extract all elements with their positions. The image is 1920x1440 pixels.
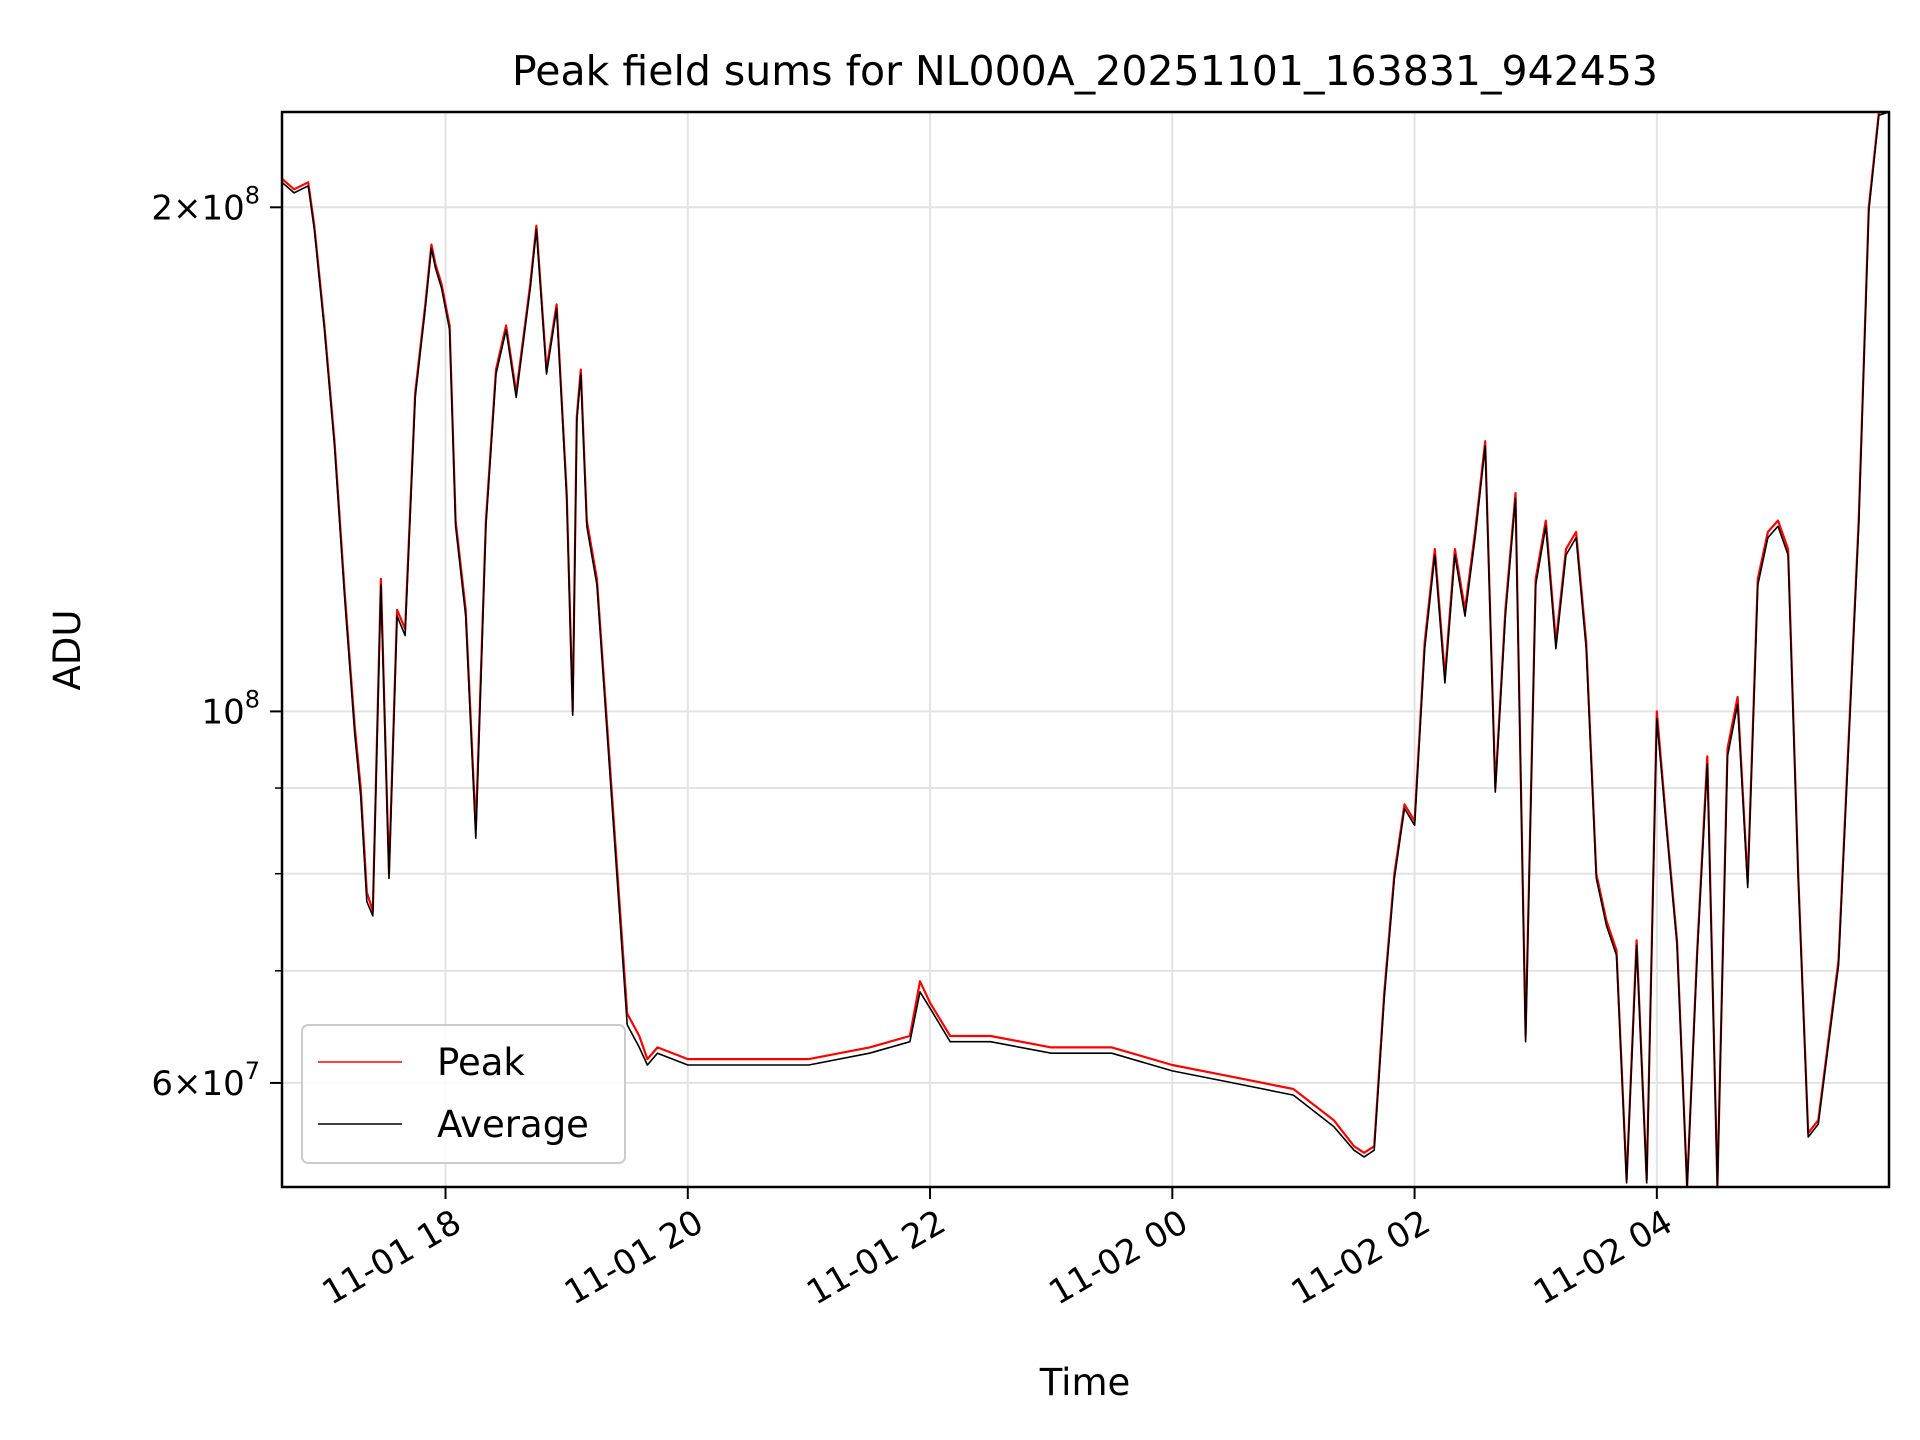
legend: Peak Average <box>301 1024 626 1164</box>
grid <box>282 112 1889 1187</box>
chart-title: Peak field sums for NL000A_20251101_1638… <box>512 47 1658 95</box>
legend-box <box>301 1024 626 1164</box>
y-axis-label: ADU <box>46 610 89 691</box>
y-axis: 6×107 108 2×108 <box>151 181 282 1104</box>
y-tick-label: 6×107 <box>151 1057 260 1104</box>
y-tick-label: 108 <box>201 685 260 732</box>
y-tick-label: 2×108 <box>151 181 260 228</box>
x-axis-label: Time <box>1039 1361 1131 1404</box>
plot-frame <box>280 110 1891 1189</box>
legend-label-average: Average <box>437 1103 589 1146</box>
legend-label-peak: Peak <box>437 1041 525 1084</box>
